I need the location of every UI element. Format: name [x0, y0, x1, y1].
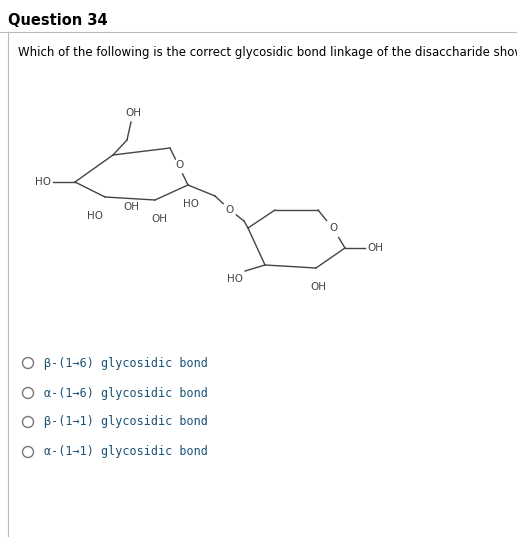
Text: HO: HO: [227, 274, 243, 284]
Text: HO: HO: [183, 199, 199, 209]
Text: α-(1→6) glycosidic bond: α-(1→6) glycosidic bond: [44, 386, 208, 399]
Text: HO: HO: [35, 177, 51, 187]
Text: HO: HO: [87, 211, 103, 221]
Text: O: O: [176, 161, 184, 170]
Text: O: O: [226, 205, 234, 215]
Text: OH: OH: [151, 214, 167, 224]
Text: β-(1→1) glycosidic bond: β-(1→1) glycosidic bond: [44, 415, 208, 428]
Text: OH: OH: [367, 243, 383, 253]
Text: O: O: [329, 223, 338, 233]
Text: Question 34: Question 34: [8, 13, 108, 28]
Text: β-(1→6) glycosidic bond: β-(1→6) glycosidic bond: [44, 357, 208, 370]
Text: α-(1→1) glycosidic bond: α-(1→1) glycosidic bond: [44, 445, 208, 459]
Text: OH: OH: [310, 282, 326, 292]
Text: Which of the following is the correct glycosidic bond linkage of the disaccharid: Which of the following is the correct gl…: [18, 46, 517, 59]
Text: OH: OH: [123, 202, 139, 212]
Text: OH: OH: [125, 108, 141, 118]
